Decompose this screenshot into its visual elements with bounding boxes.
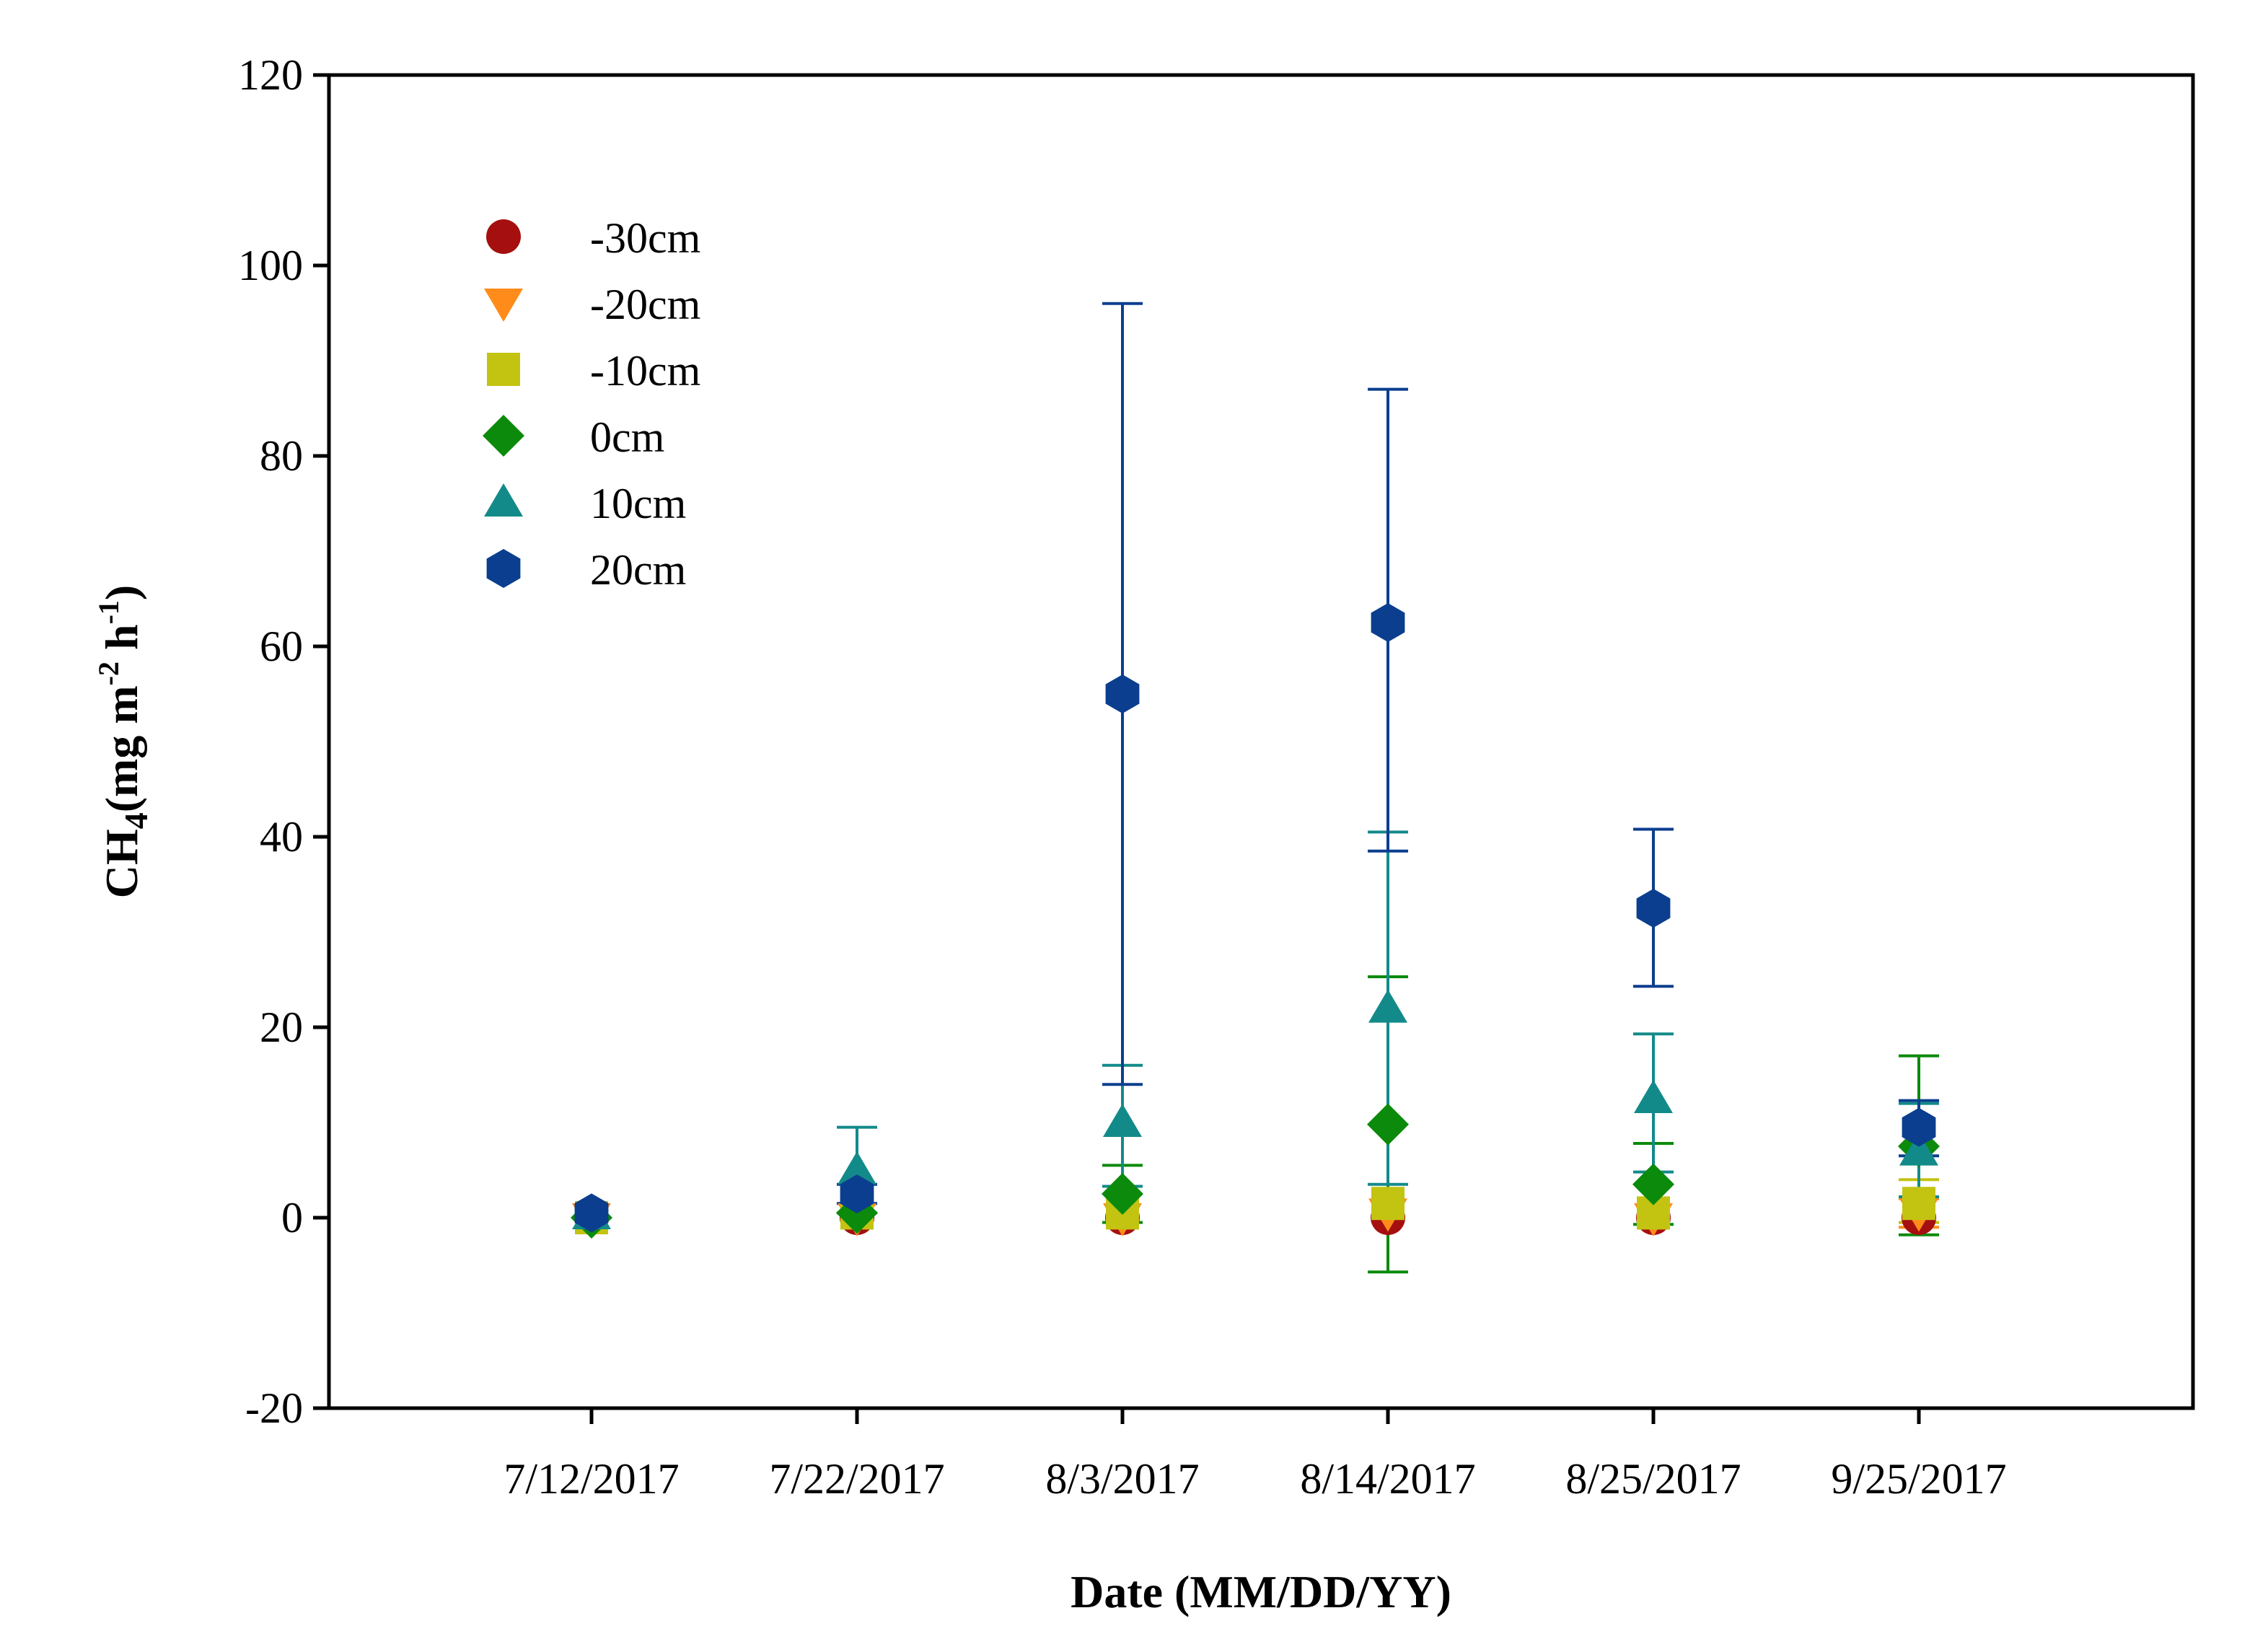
x-tick-label: 8/14/2017: [1300, 1455, 1475, 1503]
legend-marker-0cm: [483, 415, 524, 457]
y-tick-label: 20: [260, 1003, 303, 1051]
point-20cm: [1371, 603, 1405, 642]
y-tick-label: 40: [260, 813, 303, 861]
legend-marker-10cm: [484, 483, 523, 517]
x-tick-label: 8/3/2017: [1045, 1455, 1199, 1503]
y-axis-title-sub: 4: [118, 812, 154, 829]
legend-label: -30cm: [590, 214, 700, 262]
legend: -30cm -20cm -10cm 0cm 10cm 20cm: [483, 214, 700, 594]
y-tick-label: 120: [238, 51, 303, 99]
y-axis-title-main: CH: [96, 829, 147, 898]
point-10cm: [1899, 1132, 1938, 1166]
legend-label: 0cm: [590, 413, 664, 461]
y-tick-label: 60: [260, 623, 303, 670]
x-tick-label: 9/25/2017: [1831, 1455, 2006, 1503]
x-axis-title: Date (MM/DD/YY): [1071, 1566, 1451, 1617]
y-axis-title-unit-open: (mg m: [96, 685, 147, 812]
legend-marker--10cm: [487, 353, 520, 386]
y-axis-title-unit-close: ): [96, 585, 147, 600]
legend-label: -10cm: [590, 347, 700, 395]
point-20cm: [1636, 889, 1671, 928]
y-axis-title: CH4(mg m-2 h-1): [92, 585, 154, 899]
point--10cm: [1371, 1187, 1405, 1221]
legend-marker--20cm: [484, 289, 523, 322]
x-axis-ticks: 7/12/2017 7/22/2017 8/3/2017 8/14/2017 8/25/…: [504, 1408, 2007, 1503]
y-axis-title-unit-mid: h: [96, 624, 147, 662]
y-axis-title-exp1: -2: [92, 662, 125, 685]
y-tick-label: -20: [245, 1384, 303, 1432]
y-tick-label: 80: [260, 432, 303, 480]
y-axis-title-exp2: -1: [92, 600, 125, 624]
point-10cm: [1634, 1080, 1673, 1113]
y-tick-label: 0: [281, 1194, 303, 1242]
data-markers: [571, 603, 1940, 1239]
point-0cm: [1632, 1163, 1674, 1205]
plot-area: [327, 73, 2195, 1410]
y-tick-label: 100: [238, 242, 303, 289]
point-10cm: [1368, 989, 1407, 1023]
point-20cm: [1105, 675, 1140, 713]
x-tick-label: 8/25/2017: [1565, 1455, 1741, 1503]
legend-marker-20cm: [486, 549, 521, 588]
y-axis-ticks: -20 0 20 40 60 80 100 120: [238, 51, 329, 1432]
point-0cm: [1367, 1103, 1409, 1146]
point-10cm: [1103, 1104, 1142, 1137]
point-20cm: [1902, 1107, 1936, 1147]
point-0cm: [1102, 1173, 1143, 1215]
point-20cm: [574, 1193, 609, 1233]
legend-marker--30cm: [486, 219, 521, 254]
x-tick-label: 7/22/2017: [769, 1455, 944, 1503]
point-20cm: [840, 1174, 874, 1213]
legend-label: -20cm: [590, 281, 700, 328]
legend-label: 20cm: [590, 546, 686, 594]
legend-label: 10cm: [590, 480, 686, 527]
x-tick-label: 7/12/2017: [504, 1455, 679, 1503]
point-10cm: [838, 1151, 876, 1185]
point--10cm: [1902, 1187, 1935, 1221]
